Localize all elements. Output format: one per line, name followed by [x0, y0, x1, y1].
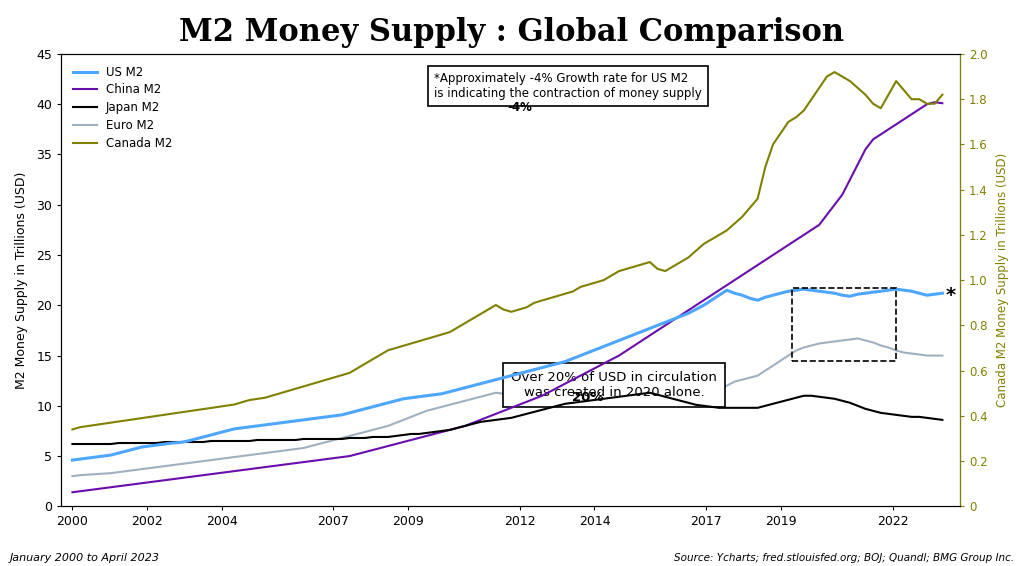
Text: -4%: -4%	[508, 101, 532, 114]
Text: *Approximately -4% Growth rate for US M2
is indicating the contraction of money : *Approximately -4% Growth rate for US M2…	[434, 72, 701, 100]
Y-axis label: M2 Money Supply in Trillions (USD): M2 Money Supply in Trillions (USD)	[15, 171, 28, 389]
Text: Over 20% of USD in circulation
was created in 2020 alone.: Over 20% of USD in circulation was creat…	[511, 371, 717, 398]
Text: *: *	[945, 286, 955, 305]
Text: 20%: 20%	[571, 391, 603, 404]
Text: M2 Money Supply : Global Comparison: M2 Money Supply : Global Comparison	[179, 17, 845, 48]
Bar	[793, 288, 896, 361]
Text: Source: Ycharts; fred.stlouisfed.org; BOJ; Quandl; BMG Group Inc.: Source: Ycharts; fred.stlouisfed.org; BO…	[674, 553, 1014, 563]
Y-axis label: Canada M2 Money Supply in Trillions (USD): Canada M2 Money Supply in Trillions (USD…	[996, 153, 1009, 408]
Legend: US M2, China M2, Japan M2, Euro M2, Canada M2: US M2, China M2, Japan M2, Euro M2, Cana…	[68, 60, 178, 156]
Text: *Approximately: *Approximately	[438, 76, 535, 89]
Text: January 2000 to April 2023: January 2000 to April 2023	[10, 553, 160, 563]
